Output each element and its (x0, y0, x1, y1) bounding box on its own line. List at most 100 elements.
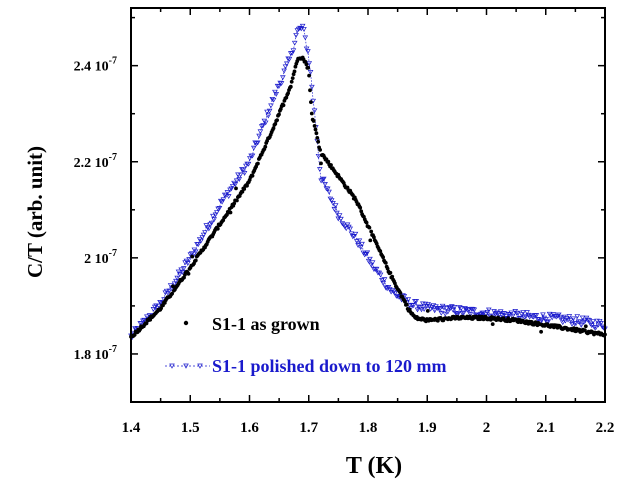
data-point (378, 249, 383, 254)
data-point (306, 65, 311, 70)
data-point (262, 120, 269, 126)
data-point (347, 226, 353, 232)
data-point (184, 261, 191, 267)
data-point (450, 308, 456, 313)
data-point (235, 198, 239, 203)
data-point (339, 221, 346, 227)
data-point (491, 309, 497, 314)
data-point (470, 307, 476, 312)
x-tick-label: 1.8 (359, 420, 378, 436)
legend-marker-polished (165, 363, 210, 369)
data-point (388, 270, 393, 275)
data-point (316, 139, 321, 144)
data-point (229, 184, 236, 189)
data-point (192, 249, 199, 255)
data-point (216, 206, 223, 211)
data-point (416, 304, 422, 310)
data-point (293, 64, 298, 69)
data-point (435, 305, 442, 311)
data-point (331, 206, 338, 212)
data-point (569, 321, 575, 327)
data-point (206, 226, 212, 232)
data-point (322, 181, 328, 187)
data-point (190, 254, 195, 259)
data-point (486, 307, 492, 313)
data-point (413, 299, 419, 304)
legend-triangle (197, 363, 203, 369)
data-point (266, 108, 273, 114)
data-point (389, 288, 396, 293)
data-point (338, 216, 344, 222)
data-point (579, 315, 586, 321)
data-point (403, 299, 407, 304)
data-point (144, 321, 149, 326)
data-point (383, 285, 389, 291)
data-point (232, 201, 237, 206)
data-point (508, 310, 515, 316)
data-point (252, 140, 258, 146)
data-point (357, 245, 364, 251)
series-polished-line (130, 25, 606, 339)
data-point (282, 64, 289, 70)
data-point (451, 305, 458, 310)
data-point (273, 92, 280, 97)
data-point (545, 319, 552, 325)
data-point (265, 113, 272, 119)
data-point (249, 153, 256, 159)
data-point (515, 310, 521, 316)
data-point (364, 250, 371, 256)
plot-frame (130, 7, 606, 403)
data-point (315, 136, 320, 140)
data-point (260, 123, 266, 129)
data-point (380, 280, 386, 286)
data-point (313, 127, 318, 132)
data-point (586, 318, 592, 323)
data-point (392, 290, 398, 296)
data-point (311, 108, 318, 114)
data-point (283, 61, 290, 67)
data-point (277, 112, 281, 117)
data-point (305, 49, 311, 55)
data-point (590, 319, 596, 324)
data-point (455, 311, 462, 316)
y-tick-label: 2.2 10-7 (74, 152, 117, 171)
data-point (224, 190, 231, 196)
axis-ticks (130, 8, 606, 402)
data-point (356, 238, 363, 244)
data-point (241, 171, 248, 176)
data-point (361, 252, 368, 258)
x-tick-label: 1.9 (418, 420, 437, 436)
data-point (220, 197, 227, 203)
data-point (301, 26, 307, 32)
legend: S1-1 as grown S1-1 polished down to 120 … (165, 314, 447, 376)
data-point (179, 270, 186, 275)
data-point (326, 159, 331, 164)
data-point (196, 237, 203, 243)
data-point (193, 258, 198, 263)
data-point (493, 310, 500, 316)
data-point (452, 311, 459, 316)
data-point (437, 306, 443, 312)
data-point (369, 260, 376, 266)
data-point (359, 209, 364, 214)
data-point (425, 309, 430, 313)
data-point (344, 222, 351, 228)
data-point (552, 313, 558, 319)
data-point (377, 272, 384, 278)
data-point (592, 325, 599, 331)
data-point (574, 314, 581, 320)
data-point (393, 281, 397, 286)
data-point (264, 109, 270, 115)
data-point (406, 303, 413, 309)
data-point (170, 291, 175, 296)
data-point (359, 241, 365, 247)
data-point (271, 126, 276, 131)
data-point (595, 322, 602, 328)
data-point (235, 172, 241, 178)
data-point (379, 278, 385, 283)
data-point (263, 144, 268, 149)
data-point (257, 129, 264, 135)
x-tick-label: 1.6 (240, 420, 259, 436)
data-point (350, 234, 356, 240)
data-point (204, 225, 211, 231)
